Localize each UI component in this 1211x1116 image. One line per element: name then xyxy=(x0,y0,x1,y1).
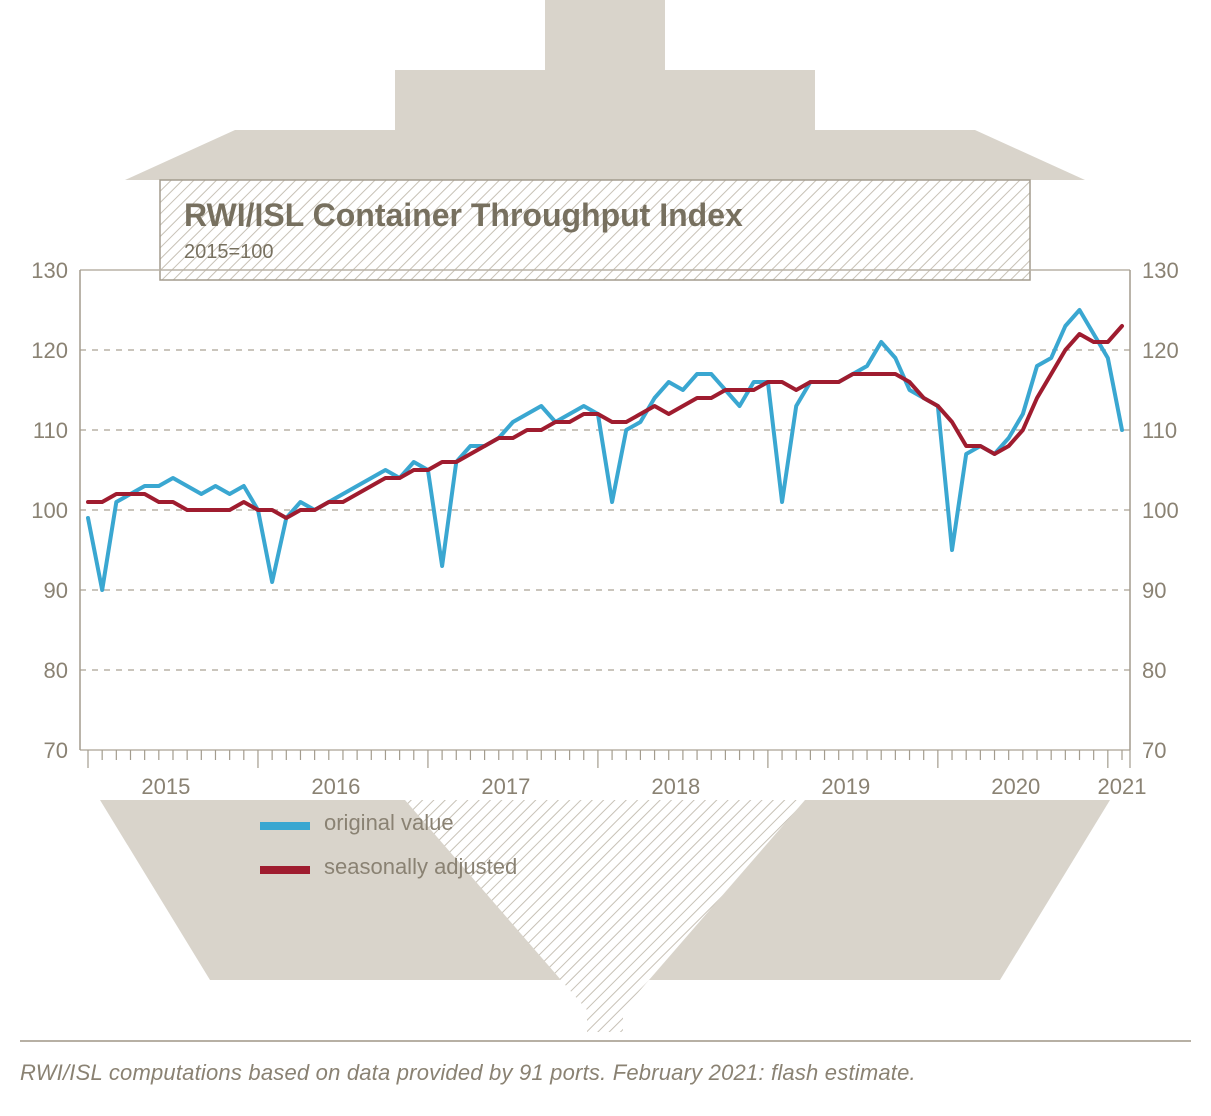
legend-swatch-adjusted xyxy=(260,866,310,874)
plot-area: 70 70 80 80 90 90 100 100 110 110 120 120 130 130 2015… xyxy=(31,258,1178,799)
y-axis-tick-right: 70 xyxy=(1142,738,1166,763)
chart-svg: RWI/ISL Container Throughput Index 2015=1… xyxy=(0,0,1211,1116)
title-panel: RWI/ISL Container Throughput Index 2015=1… xyxy=(160,180,1030,280)
x-axis-year-label: 2019 xyxy=(821,774,870,799)
y-axis-tick-left: 90 xyxy=(44,578,68,603)
y-axis-tick-right: 130 xyxy=(1142,258,1179,283)
chart-subtitle: 2015=100 xyxy=(184,241,274,263)
y-axis-tick-left: 70 xyxy=(44,738,68,763)
legend-swatch-original xyxy=(260,822,310,830)
x-axis-year-label: 2021 xyxy=(1098,774,1147,799)
x-axis-year-label: 2020 xyxy=(991,774,1040,799)
y-axis-tick-right: 100 xyxy=(1142,498,1179,523)
y-axis-tick-right: 80 xyxy=(1142,658,1166,683)
y-axis-tick-left: 100 xyxy=(31,498,68,523)
y-axis-tick-left: 120 xyxy=(31,338,68,363)
ship-hull xyxy=(100,800,1110,1032)
chart-title: RWI/ISL Container Throughput Index xyxy=(184,197,743,233)
y-axis-tick-right: 120 xyxy=(1142,338,1179,363)
y-axis-tick-right: 110 xyxy=(1142,418,1177,443)
y-axis-tick-right: 90 xyxy=(1142,578,1166,603)
ship-superstructure xyxy=(125,0,1085,180)
x-axis-year-label: 2016 xyxy=(311,774,360,799)
series-adjusted xyxy=(88,326,1122,518)
separator-line xyxy=(20,1040,1191,1042)
legend-label-original: original value xyxy=(324,810,454,835)
y-axis-tick-left: 130 xyxy=(31,258,68,283)
x-axis-year-label: 2015 xyxy=(141,774,190,799)
chart-canvas: RWI/ISL Container Throughput Index 2015=1… xyxy=(0,0,1211,1116)
y-axis-tick-left: 80 xyxy=(44,658,68,683)
series-original xyxy=(88,310,1122,590)
y-axis-tick-left: 110 xyxy=(33,418,68,443)
x-axis-year-label: 2017 xyxy=(481,774,530,799)
x-axis-year-label: 2018 xyxy=(651,774,700,799)
footnote-text: RWI/ISL computations based on data provi… xyxy=(20,1060,916,1086)
legend-label-adjusted: seasonally adjusted xyxy=(324,854,517,879)
